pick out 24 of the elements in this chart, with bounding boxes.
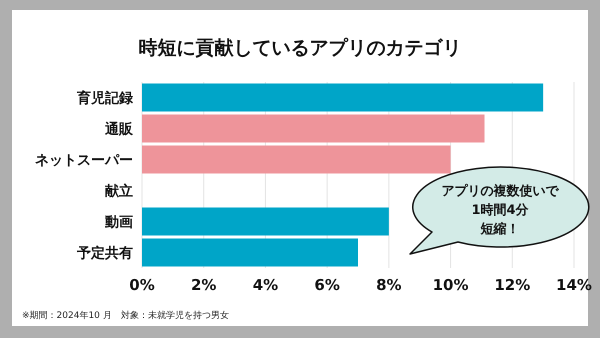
y-tick-label: 育児記録 bbox=[76, 90, 134, 106]
x-tick-label: 0% bbox=[129, 276, 155, 294]
y-tick-label: 通販 bbox=[104, 120, 134, 138]
y-tick-label: 動画 bbox=[104, 214, 133, 230]
bar bbox=[142, 208, 389, 236]
x-tick-label: 14% bbox=[556, 276, 592, 294]
bar bbox=[142, 238, 358, 266]
chart-title: 時短に貢献しているアプリのカテゴリ bbox=[138, 37, 462, 59]
bar bbox=[142, 146, 451, 174]
text: ※期間：2024年10 月 対象：未就学児を持つ男女 bbox=[22, 310, 229, 321]
x-tick-label: 10% bbox=[432, 276, 469, 294]
y-tick-label: 予定共有 bbox=[76, 244, 133, 262]
x-tick-label: 2% bbox=[190, 276, 216, 294]
y-tick-label: 献立 bbox=[105, 182, 133, 200]
bar bbox=[142, 84, 544, 112]
annotation: アプリの複数使いで bbox=[442, 183, 560, 199]
annotation: 短縮！ bbox=[480, 221, 520, 237]
bar bbox=[142, 114, 485, 142]
x-tick-label: 4% bbox=[252, 276, 278, 294]
y-tick-label: ネットスーパー bbox=[35, 152, 133, 168]
annotation: 1時間4分 bbox=[471, 203, 530, 218]
x-tick-label: 12% bbox=[494, 276, 530, 294]
x-tick-label: 6% bbox=[314, 276, 340, 294]
x-tick-label: 8% bbox=[376, 276, 402, 294]
